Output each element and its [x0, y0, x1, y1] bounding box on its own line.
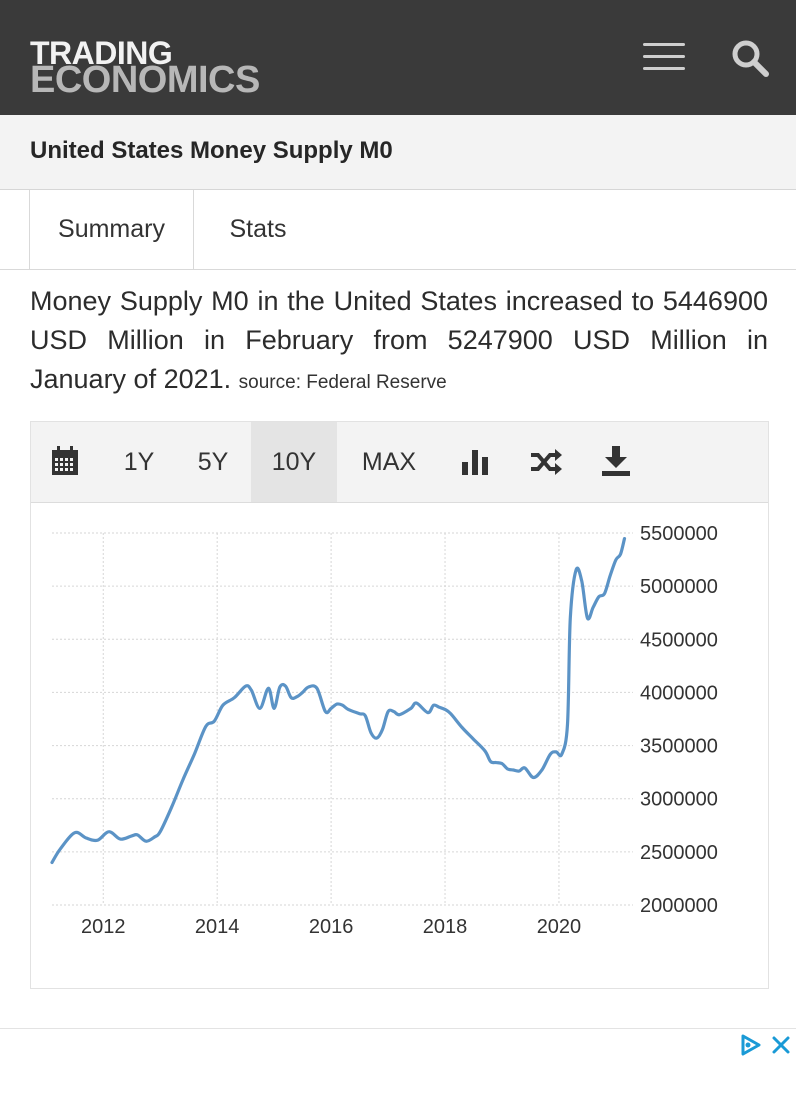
hamburger-icon[interactable]	[640, 40, 688, 74]
logo-line-1: TRADING	[30, 35, 173, 71]
chart-container: 1Y 5Y 10Y MAX	[30, 421, 769, 989]
search-icon[interactable]	[730, 38, 772, 80]
tab-summary[interactable]: Summary	[29, 190, 194, 269]
tab-stats[interactable]: Stats	[229, 215, 287, 243]
ad-banner	[0, 1028, 796, 1118]
page-title: United States Money Supply M0	[30, 137, 393, 164]
bar-chart-icon[interactable]	[451, 422, 499, 502]
page-title-bar: United States Money Supply M0	[0, 115, 796, 190]
tab-bar: Summary Stats	[0, 190, 796, 270]
ad-choices-icon[interactable]	[740, 1034, 762, 1056]
source-text: source: Federal Reserve	[238, 372, 447, 393]
range-max-button[interactable]: MAX	[361, 448, 417, 476]
trading-economics-logo[interactable]: TRADING ECONOMICS	[30, 35, 260, 101]
download-icon[interactable]	[591, 422, 641, 502]
shuffle-icon[interactable]	[521, 422, 571, 502]
range-5y-button[interactable]: 5Y	[197, 448, 229, 476]
top-navigation-bar: TRADING ECONOMICS	[0, 0, 796, 115]
logo-line-2: ECONOMICS	[30, 59, 260, 101]
range-1y-button[interactable]: 1Y	[123, 448, 155, 476]
range-10y-button[interactable]: 10Y	[251, 422, 337, 502]
summary-text: Money Supply M0 in the United States inc…	[30, 286, 768, 394]
chart-toolbar: 1Y 5Y 10Y MAX	[31, 422, 768, 503]
summary-paragraph: Money Supply M0 in the United States inc…	[30, 282, 768, 402]
calendar-icon[interactable]	[41, 422, 89, 502]
close-icon[interactable]	[770, 1034, 792, 1056]
